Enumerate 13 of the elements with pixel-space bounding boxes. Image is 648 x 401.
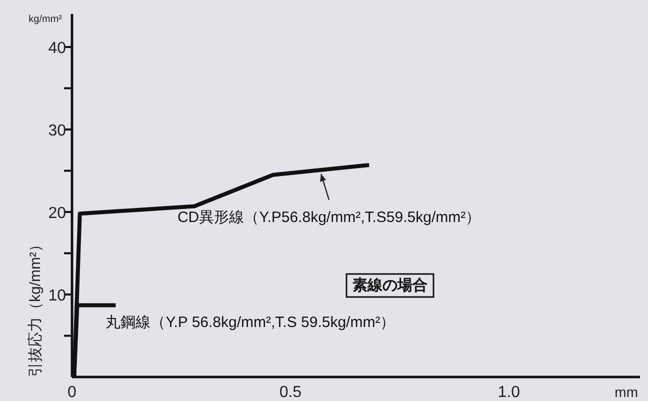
y-tick-label: 30 <box>48 122 66 140</box>
x-axis-title: mm <box>614 384 638 400</box>
y-tick-label: 40 <box>48 40 66 57</box>
x-tick-label: 0.5 <box>279 384 302 401</box>
x-tick-label: 1.0 <box>498 384 520 401</box>
text: kg/mm² <box>28 14 63 25</box>
y-tick-label: 20 <box>48 205 66 222</box>
series-label: 丸鋼線（Y.P 56.8kg/mm²,T.S 59.5kg/mm²） <box>106 314 396 332</box>
series-label: CD異形線（Y.P56.8kg/mm²,T.S59.5kg/mm²） <box>177 208 481 226</box>
y-axis-title: 引抜応力（kg/mm²） <box>27 237 44 377</box>
annotation: 素線の場合 <box>352 277 428 294</box>
x-tick-label: 0 <box>68 384 77 401</box>
y-tick-label: 10 <box>48 288 66 304</box>
